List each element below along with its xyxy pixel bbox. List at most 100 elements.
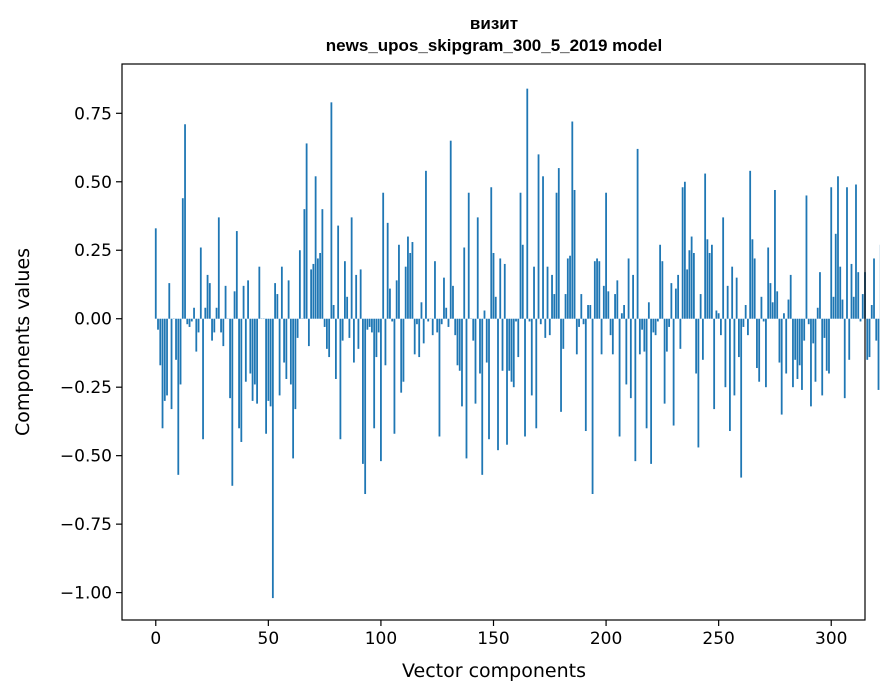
bar-187 — [575, 318, 578, 355]
bar-281 — [787, 299, 790, 319]
bar-108 — [398, 244, 400, 319]
y-tick-label: −1.00 — [60, 584, 112, 604]
bar-29 — [220, 318, 222, 333]
bar-14 — [186, 318, 189, 325]
bar-95 — [368, 318, 371, 327]
bar-162 — [519, 192, 522, 319]
bar-60 — [289, 318, 292, 385]
bar-320 — [875, 318, 878, 341]
bar-111 — [404, 266, 407, 319]
y-tick-label: −0.75 — [60, 515, 112, 535]
bar-230 — [672, 318, 675, 426]
bar-118 — [420, 302, 423, 319]
bar-248 — [713, 318, 716, 410]
bar-72 — [316, 258, 319, 319]
bar-43 — [251, 318, 254, 401]
x-tick-label: 300 — [815, 629, 847, 649]
bar-135 — [458, 318, 461, 371]
bar-145 — [481, 318, 484, 475]
bar-20 — [199, 247, 202, 319]
y-tick-label: −0.25 — [60, 378, 112, 398]
bar-314 — [861, 294, 864, 319]
bar-229 — [670, 283, 673, 319]
bar-177 — [553, 294, 556, 319]
bar-255 — [729, 318, 731, 432]
bar-225 — [661, 261, 664, 319]
bar-89 — [355, 274, 358, 319]
bar-7 — [170, 318, 173, 410]
bar-191 — [584, 318, 587, 432]
bar-152 — [497, 318, 499, 451]
bar-252 — [722, 217, 725, 319]
bar-138 — [465, 318, 468, 459]
bar-201 — [607, 291, 610, 319]
bar-15 — [188, 318, 191, 327]
bar-218 — [645, 318, 648, 429]
bar-12 — [181, 198, 184, 319]
bar-74 — [321, 209, 324, 319]
bar-254 — [726, 285, 729, 319]
bar-129 — [445, 307, 448, 319]
bar-53 — [274, 283, 276, 319]
bar-62 — [294, 318, 297, 410]
bar-222 — [654, 318, 657, 336]
bar-85 — [346, 296, 349, 319]
bar-189 — [580, 294, 583, 319]
x-tick-label: 150 — [477, 629, 509, 649]
bar-78 — [330, 102, 333, 319]
bar-39 — [242, 285, 245, 319]
y-tick-label: −0.50 — [60, 447, 112, 467]
bar-288 — [803, 318, 806, 341]
bar-52 — [271, 318, 274, 599]
y-tick-label: 0.75 — [74, 104, 112, 124]
bar-226 — [663, 318, 666, 404]
bar-5 — [166, 318, 168, 396]
bar-245 — [706, 239, 709, 319]
bar-2 — [159, 318, 162, 366]
bar-256 — [731, 266, 734, 319]
bar-310 — [852, 296, 855, 319]
bar-42 — [249, 318, 252, 374]
bar-269 — [760, 296, 763, 319]
bar-253 — [724, 318, 727, 388]
bar-27 — [215, 307, 218, 319]
bar-176 — [551, 274, 553, 319]
chart-title: визит — [470, 14, 518, 33]
bar-168 — [533, 266, 535, 319]
bar-243 — [701, 318, 704, 360]
bar-33 — [229, 318, 231, 399]
bar-132 — [452, 285, 454, 319]
bar-307 — [846, 187, 848, 319]
bar-287 — [801, 318, 803, 390]
bar-34 — [231, 318, 234, 486]
bar-194 — [591, 318, 594, 495]
bar-258 — [735, 277, 738, 319]
bar-169 — [535, 318, 538, 429]
bar-263 — [747, 318, 749, 336]
bar-257 — [733, 318, 736, 396]
bar-318 — [870, 305, 873, 319]
bar-109 — [400, 318, 403, 393]
bar-84 — [344, 261, 346, 319]
bar-262 — [744, 305, 747, 319]
bar-306 — [843, 318, 846, 399]
bar-313 — [859, 318, 862, 322]
bar-293 — [814, 318, 817, 382]
bar-99 — [377, 318, 380, 333]
bar-296 — [821, 318, 824, 396]
bar-105 — [391, 318, 394, 322]
bar-232 — [677, 274, 680, 319]
bar-75 — [323, 318, 326, 327]
bar-110 — [402, 318, 405, 382]
bar-154 — [501, 318, 504, 371]
bar-280 — [785, 318, 788, 374]
bar-68 — [307, 318, 310, 347]
bar-156 — [506, 318, 508, 445]
bar-26 — [213, 318, 216, 333]
bar-79 — [332, 305, 335, 319]
bar-134 — [456, 318, 459, 366]
bar-88 — [353, 318, 355, 363]
bar-207 — [620, 313, 623, 319]
bar-311 — [855, 184, 857, 319]
bar-153 — [499, 258, 502, 319]
